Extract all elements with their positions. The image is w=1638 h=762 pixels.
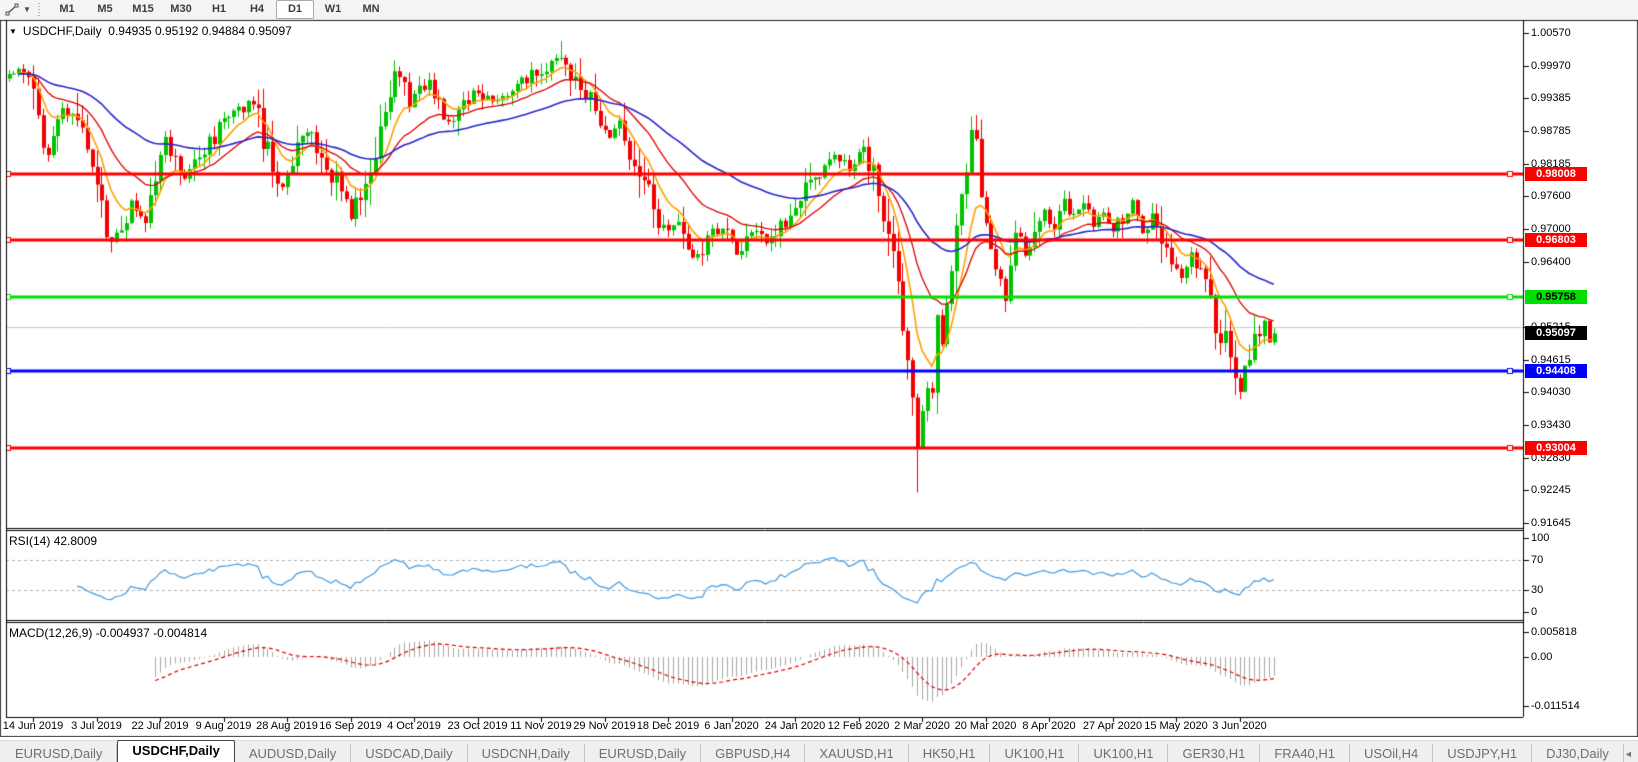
chart-tab-bar: EURUSD,Daily USDCHF,Daily AUDUSD,Daily USDC…	[0, 740, 1638, 762]
timeframe-button-m5[interactable]: M5	[97, 3, 113, 15]
price-tag-0.95758: 0.95758	[1525, 290, 1587, 305]
price-tick-label: 0.91645	[1531, 517, 1571, 529]
date-tick-label: 29 Nov 2019	[573, 720, 636, 732]
date-tick-label: 14 Jun 2019	[2, 720, 64, 732]
date-tick-label: 3 Jul 2019	[71, 720, 122, 732]
timeframe-buttons: M1 M5 M15 M30 H1 H4 D1 W1 MN	[48, 0, 390, 19]
collapse-chart-icon[interactable]: ▼	[9, 27, 17, 36]
date-tick-label: 23 Oct 2019	[447, 720, 508, 732]
timeframe-button-m15[interactable]: M15	[132, 3, 154, 15]
price-tick-label: 0.97000	[1531, 223, 1571, 235]
timeframe-button-h1[interactable]: H1	[211, 3, 227, 15]
rsi-tick-label: 70	[1531, 554, 1544, 567]
date-tick-label: 4 Oct 2019	[387, 720, 441, 732]
chart-tab-eurusd-daily[interactable]: EURUSD,Daily	[0, 744, 118, 762]
price-tick-label: 0.92245	[1531, 484, 1571, 497]
date-tick-label: 22 Jul 2019	[131, 720, 189, 732]
price-tick-label: 0.96400	[1531, 255, 1571, 268]
symbol-period-label: USDCHF,Daily	[22, 24, 102, 38]
rsi-tick-label: 0	[1531, 606, 1538, 618]
date-tick-label: 27 Apr 2020	[1082, 720, 1143, 732]
date-tick-label: 16 Sep 2019	[319, 720, 382, 732]
tool-dropdown-caret-icon[interactable]: ▼	[23, 5, 31, 14]
date-tick-label: 9 Aug 2019	[195, 720, 252, 732]
macd-tick-label: 0.00	[1531, 651, 1553, 663]
chart-tab-usoil-h4[interactable]: USOil,H4	[1350, 744, 1434, 762]
chart-tab-xauusd-h1[interactable]: XAUUSD,H1	[805, 744, 909, 762]
chart-tab-hk50-h1[interactable]: HK50,H1	[909, 744, 991, 762]
price-tick-label: 0.97600	[1531, 190, 1571, 203]
chart-tab-ger30-h1[interactable]: GER30,H1	[1168, 744, 1261, 762]
date-tick-label: 8 Apr 2020	[1022, 720, 1076, 732]
chart-window: ▼ USDCHF,Daily 0.94935 0.95192 0.94884 0.…	[0, 20, 1638, 737]
trendline-tool-icon[interactable]	[3, 2, 21, 18]
price-tag-0.94408: 0.94408	[1525, 364, 1587, 379]
chart-tab-eurusd-daily[interactable]: EURUSD,Daily	[585, 744, 702, 762]
ohlc-values: 0.94935 0.95192 0.94884 0.95097	[108, 24, 292, 38]
tab-scroll-left-icon[interactable]: ◄	[1623, 749, 1638, 759]
timeframe-button-d1[interactable]: D1	[276, 0, 314, 19]
price-tag-0.96803: 0.96803	[1525, 232, 1587, 247]
date-tick-label: 20 Mar 2020	[954, 720, 1017, 732]
date-tick-label: 11 Nov 2019	[510, 720, 572, 732]
chart-tab-usdcad-daily[interactable]: USDCAD,Daily	[351, 744, 468, 762]
chart-tabs: EURUSD,Daily USDCHF,Daily AUDUSD,Daily USDC…	[0, 740, 1624, 762]
chart-tab-audusd-daily[interactable]: AUDUSD,Daily	[235, 744, 352, 762]
date-tick-label: 28 Aug 2019	[256, 720, 318, 732]
price-tick-label: 0.99385	[1531, 92, 1571, 105]
chart-tab-usdchf-daily[interactable]: USDCHF,Daily	[117, 740, 235, 762]
date-tick-label: 18 Dec 2019	[636, 720, 700, 732]
price-tag-0.93004: 0.93004	[1525, 441, 1587, 456]
price-tick-label: 0.98785	[1531, 125, 1571, 137]
toolbar-grip-handle[interactable]	[37, 2, 42, 17]
tab-scroll-arrows: ◄►	[1624, 749, 1638, 759]
timeframe-button-m30[interactable]: M30	[170, 3, 192, 15]
date-tick-label: 3 Jun 2020	[1212, 720, 1267, 732]
price-tick-label: 1.00570	[1531, 27, 1571, 39]
date-tick-label: 24 Jan 2020	[764, 720, 826, 732]
rsi-value: 42.8009	[53, 534, 98, 548]
timeframe-button-mn[interactable]: MN	[362, 3, 380, 15]
chart-tab-dj30-daily[interactable]: DJ30,Daily	[1532, 744, 1624, 762]
price-tick-label: 0.93430	[1531, 419, 1571, 431]
date-tick-label: 6 Jan 2020	[704, 720, 759, 732]
price-tag-0.95097: 0.95097	[1525, 326, 1587, 341]
macd-values: -0.004937 -0.004814	[95, 626, 208, 640]
macd-tick-label: -0.011514	[1531, 700, 1580, 713]
timeframe-button-h4[interactable]: H4	[249, 3, 265, 15]
rsi-tick-label: 100	[1531, 532, 1550, 544]
chart-tab-fra40-h1[interactable]: FRA40,H1	[1260, 744, 1351, 762]
macd-indicator-label: MACD(12,26,9) -0.004937 -0.004814	[9, 626, 208, 640]
main-chart-canvas[interactable]	[0, 20, 1638, 737]
timeframe-button-m1[interactable]: M1	[59, 3, 75, 15]
rsi-tick-label: 30	[1531, 583, 1544, 596]
price-tag-0.98008: 0.98008	[1525, 166, 1587, 181]
chart-tab-uk100-h1[interactable]: UK100,H1	[1079, 744, 1169, 762]
price-tick-label: 0.94030	[1531, 386, 1571, 399]
chart-tab-usdcnh-daily[interactable]: USDCNH,Daily	[468, 744, 585, 762]
date-tick-label: 15 May 2020	[1144, 720, 1208, 732]
chart-tab-usdjpy-h1[interactable]: USDJPY,H1	[1433, 744, 1533, 762]
date-tick-label: 2 Mar 2020	[894, 720, 950, 732]
rsi-indicator-label: RSI(14) 42.8009	[9, 534, 98, 548]
date-tick-label: 12 Feb 2020	[827, 720, 890, 732]
timeframe-button-w1[interactable]: W1	[324, 3, 342, 15]
chart-tab-uk100-h1[interactable]: UK100,H1	[990, 744, 1080, 762]
chart-title: ▼ USDCHF,Daily 0.94935 0.95192 0.94884 0.…	[9, 24, 292, 38]
macd-tick-label: 0.005818	[1531, 625, 1577, 638]
price-tick-label: 0.99970	[1531, 59, 1571, 72]
chart-tab-gbpusd-h4[interactable]: GBPUSD,H4	[701, 744, 806, 762]
price-tick-label: 0.94615	[1531, 353, 1571, 366]
timeframe-toolbar: ▼ M1 M5 M15 M30 H1 H4 D1 W1 MN	[0, 0, 1638, 20]
